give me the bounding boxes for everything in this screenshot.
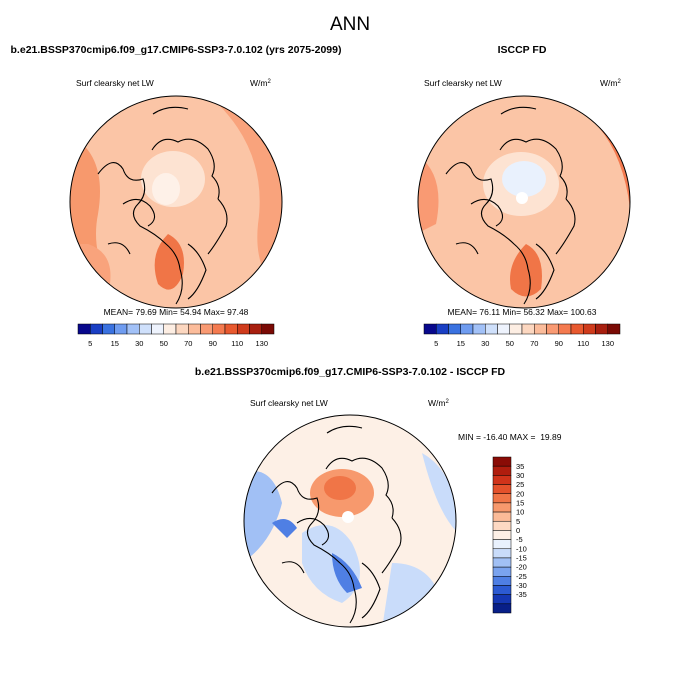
colorbar-swatch bbox=[200, 323, 213, 335]
colorbar-swatch bbox=[163, 323, 177, 335]
panel-obs-units: W/m2 bbox=[600, 78, 621, 88]
colorbar-swatch bbox=[492, 576, 512, 586]
colorbar-swatch bbox=[509, 323, 523, 335]
colorbar-tick-label: 110 bbox=[577, 339, 589, 348]
colorbar-swatch bbox=[607, 323, 621, 335]
colorbar-swatch bbox=[492, 520, 512, 531]
panel-obs-title: ISCCP FD bbox=[497, 44, 547, 56]
colorbar-swatch bbox=[492, 530, 512, 540]
colorbar-tick-label: 90 bbox=[555, 339, 563, 348]
panel-model-units: W/m2 bbox=[250, 78, 271, 88]
colorbar-tick-label: 30 bbox=[135, 339, 143, 348]
colorbar-swatch bbox=[595, 323, 608, 335]
colorbar-swatch bbox=[497, 323, 510, 335]
panel-obs-map bbox=[417, 95, 631, 309]
panel-diff-title: b.e21.BSSP370cmip6.f09_g17.CMIP6-SSP3-7.… bbox=[194, 366, 506, 378]
colorbar-swatch bbox=[261, 323, 275, 335]
panel-diff-map bbox=[243, 414, 457, 628]
colorbar-swatch bbox=[570, 323, 584, 335]
panel-model-variable: Surf clearsky net LW bbox=[76, 78, 154, 88]
colorbar-tick-label: 5 bbox=[516, 517, 520, 526]
panel-model-title: b.e21.BSSP370cmip6.f09_g17.CMIP6-SSP3-7.… bbox=[10, 44, 342, 56]
colorbar-swatch bbox=[492, 539, 512, 550]
panel-obs-variable: Surf clearsky net LW bbox=[424, 78, 502, 88]
colorbar-tick-label: -30 bbox=[516, 581, 527, 590]
colorbar-swatch bbox=[114, 323, 128, 335]
colorbar-tick-label: 50 bbox=[506, 339, 514, 348]
colorbar-swatch bbox=[472, 323, 486, 335]
colorbar-swatch bbox=[492, 502, 512, 513]
panel-diff-units: W/m2 bbox=[428, 398, 449, 408]
colorbar-tick-label: 15 bbox=[111, 339, 119, 348]
colorbar-swatch bbox=[485, 323, 498, 335]
panel-model-map bbox=[69, 95, 283, 309]
colorbar-swatch bbox=[492, 493, 512, 504]
figure-title: ANN bbox=[329, 14, 371, 35]
colorbar-tick-label: -20 bbox=[516, 563, 527, 572]
colorbar-swatch bbox=[151, 323, 164, 335]
colorbar-tick-label: 90 bbox=[209, 339, 217, 348]
colorbar-tick-label: 35 bbox=[516, 462, 524, 471]
colorbar-tick-label: 0 bbox=[516, 526, 520, 535]
colorbar-swatch bbox=[521, 323, 535, 335]
colorbar-tick-label: 20 bbox=[516, 489, 524, 498]
colorbar-tick-label: 10 bbox=[516, 508, 524, 517]
colorbar-swatch bbox=[224, 323, 238, 335]
colorbar-tick-label: 70 bbox=[184, 339, 192, 348]
colorbar-swatch bbox=[212, 323, 226, 335]
colorbar-tick-label: -35 bbox=[516, 590, 527, 599]
colorbar-swatch bbox=[126, 323, 140, 335]
colorbar-model: 5 15 30 50 70 90 110 130 bbox=[77, 323, 275, 348]
colorbar-swatch bbox=[492, 475, 512, 485]
colorbar-swatch bbox=[237, 323, 250, 335]
colorbar-tick-label: 50 bbox=[160, 339, 168, 348]
colorbar-tick-label: 130 bbox=[601, 339, 614, 348]
colorbar-tick-label: 130 bbox=[255, 339, 268, 348]
colorbar-tick-label: -10 bbox=[516, 544, 527, 553]
colorbar-swatch bbox=[102, 323, 115, 335]
colorbar-swatch bbox=[492, 603, 512, 614]
colorbar-swatch bbox=[90, 323, 103, 335]
colorbar-swatch bbox=[492, 557, 512, 568]
colorbar-obs: 5 15 30 50 70 90 110 130 bbox=[423, 323, 621, 348]
colorbar-swatch bbox=[492, 585, 512, 595]
colorbar-swatch bbox=[492, 456, 512, 467]
colorbar-swatch bbox=[188, 323, 201, 335]
colorbar-swatch bbox=[175, 323, 189, 335]
colorbar-swatch bbox=[546, 323, 559, 335]
colorbar-swatch bbox=[436, 323, 449, 335]
colorbar-tick-label: 30 bbox=[516, 471, 524, 480]
colorbar-tick-label: 15 bbox=[457, 339, 465, 348]
colorbar-swatch bbox=[492, 511, 512, 522]
colorbar-swatch bbox=[77, 323, 91, 335]
colorbar-swatch bbox=[249, 323, 262, 335]
colorbar-swatch bbox=[492, 594, 512, 605]
colorbar-tick-label: 5 bbox=[434, 339, 438, 348]
colorbar-tick-label: 5 bbox=[88, 339, 92, 348]
colorbar-swatch bbox=[492, 566, 512, 577]
colorbar-tick-label: 15 bbox=[516, 498, 524, 507]
colorbar-tick-label: -25 bbox=[516, 572, 527, 581]
colorbar-swatch bbox=[492, 465, 512, 476]
panel-model-stats: MEAN= 79.69 Min= 54.94 Max= 97.48 bbox=[103, 307, 249, 317]
panel-diff-stats: MIN = -16.40 MAX = 19.89 bbox=[458, 432, 562, 442]
colorbar-swatch bbox=[558, 323, 572, 335]
colorbar-tick-label: 30 bbox=[481, 339, 489, 348]
colorbar-swatch bbox=[534, 323, 547, 335]
colorbar-swatch bbox=[139, 323, 152, 335]
colorbar-swatch bbox=[583, 323, 596, 335]
colorbar-swatch bbox=[492, 548, 512, 559]
colorbar-tick-label: 70 bbox=[530, 339, 538, 348]
panel-obs-stats: MEAN= 76.11 Min= 56.32 Max= 100.63 bbox=[447, 307, 597, 317]
panel-diff-variable: Surf clearsky net LW bbox=[250, 398, 328, 408]
colorbar-swatch bbox=[423, 323, 437, 335]
colorbar-swatch bbox=[492, 484, 512, 494]
colorbar-swatch bbox=[460, 323, 474, 335]
colorbar-tick-label: 25 bbox=[516, 480, 524, 489]
colorbar-tick-label: -15 bbox=[516, 554, 527, 563]
colorbar-tick-label: -5 bbox=[516, 535, 523, 544]
colorbar-swatch bbox=[448, 323, 461, 335]
colorbar-tick-label: 110 bbox=[231, 339, 243, 348]
